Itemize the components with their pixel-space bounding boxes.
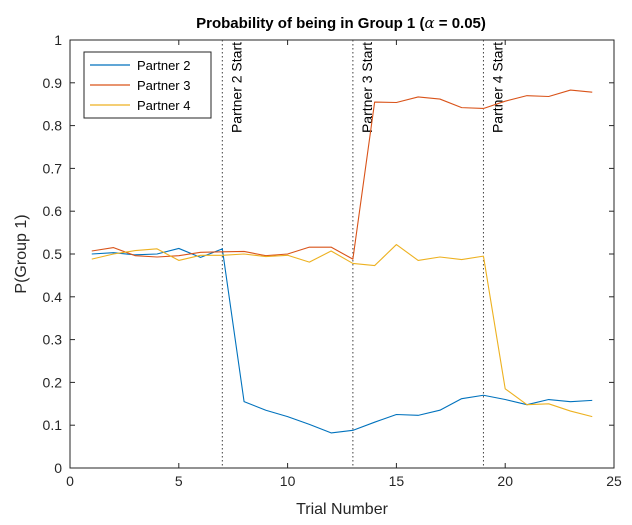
legend-entry: Partner 4 bbox=[137, 98, 190, 113]
x-tick-label: 15 bbox=[389, 473, 405, 489]
x-tick-label: 0 bbox=[66, 473, 74, 489]
y-tick-label: 0.7 bbox=[43, 160, 63, 176]
start-label: Partner 4 Start bbox=[489, 42, 505, 133]
y-tick-label: 0.8 bbox=[43, 118, 63, 134]
y-tick-label: 0.5 bbox=[43, 246, 63, 262]
y-axis-label: P(Group 1) bbox=[13, 214, 30, 293]
legend-entry: Partner 3 bbox=[137, 78, 190, 93]
start-label: Partner 3 Start bbox=[359, 42, 375, 133]
x-axis-ticks: 0 5 10 15 20 25 bbox=[66, 40, 622, 489]
y-tick-label: 0.9 bbox=[43, 75, 63, 91]
series-line-2 bbox=[91, 89, 593, 260]
y-tick-label: 0.3 bbox=[43, 332, 63, 348]
start-label: Partner 2 Start bbox=[228, 42, 244, 133]
y-tick-label: 0.6 bbox=[43, 203, 63, 219]
series-lines bbox=[91, 89, 593, 434]
y-tick-label: 0 bbox=[54, 460, 62, 476]
y-axis-ticks: 0 0.1 0.2 0.3 0.4 0.5 0.6 0.7 0.8 0.9 1 bbox=[43, 32, 614, 476]
series-line-1 bbox=[91, 247, 593, 434]
y-tick-label: 0.4 bbox=[43, 289, 63, 305]
x-axis-label: Trial Number bbox=[296, 501, 389, 518]
x-tick-label: 10 bbox=[280, 473, 296, 489]
x-tick-label: 20 bbox=[497, 473, 513, 489]
y-tick-label: 0.2 bbox=[43, 374, 63, 390]
x-tick-label: 5 bbox=[175, 473, 183, 489]
chart-title: Probability of being in Group 1 (α = 0.0… bbox=[196, 14, 486, 32]
start-markers: Partner 2 Start Partner 3 Start Partner 4 … bbox=[221, 40, 505, 468]
series-line-3 bbox=[91, 244, 593, 418]
y-tick-label: 0.1 bbox=[43, 417, 63, 433]
x-tick-label: 25 bbox=[606, 473, 622, 489]
legend: Partner 2 Partner 3 Partner 4 bbox=[83, 51, 212, 119]
legend-entry: Partner 2 bbox=[137, 58, 190, 73]
y-tick-label: 1 bbox=[54, 32, 62, 48]
